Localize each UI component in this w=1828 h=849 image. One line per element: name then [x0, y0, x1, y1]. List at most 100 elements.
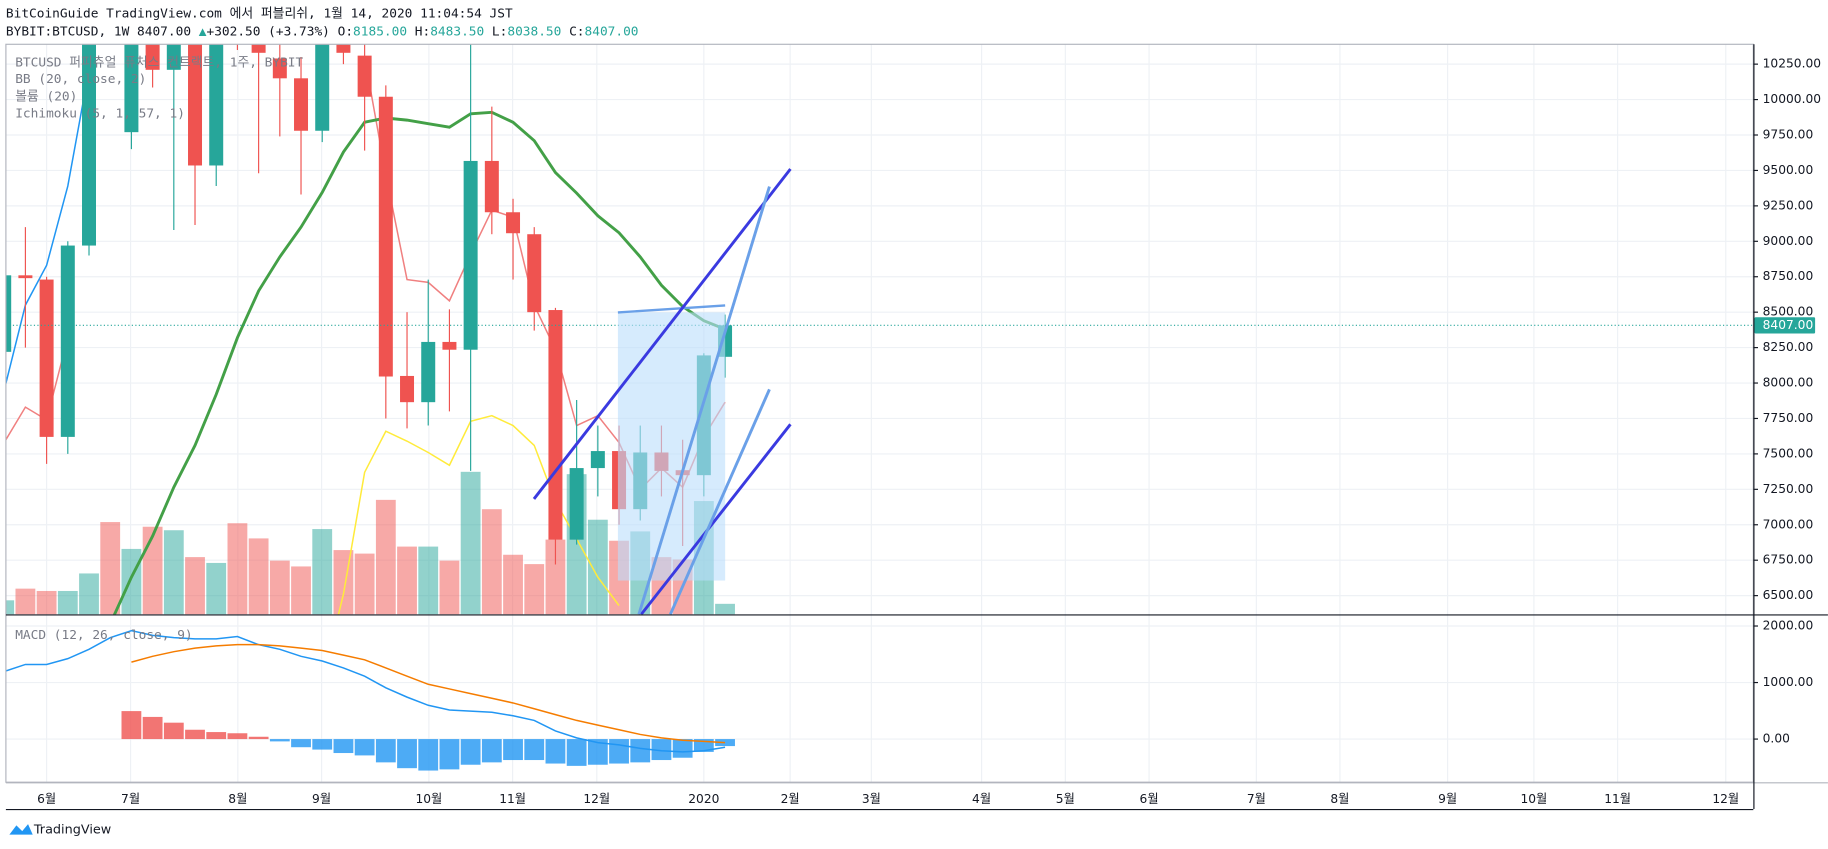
y-tick-label: 8500.00 [1763, 305, 1814, 319]
x-tick-label: 4월 [972, 792, 991, 806]
histogram-bar [566, 739, 587, 766]
x-tick-label: 10월 [415, 792, 442, 806]
y-tick-label: 1000.00 [1763, 675, 1814, 689]
y-tick-label: 2000.00 [1763, 619, 1814, 633]
x-tick-label: 7월 [1247, 792, 1266, 806]
histogram-bar [354, 739, 375, 756]
candle-body [315, 44, 330, 131]
indicator-line [5, 629, 726, 753]
o-label: O: [338, 24, 353, 39]
histogram-bar [587, 739, 608, 765]
histogram-bar [397, 739, 417, 769]
histogram-bar [142, 716, 163, 740]
candle-body [18, 275, 33, 279]
y-tick-label: 9250.00 [1763, 198, 1814, 212]
y-tick-label: 7750.00 [1763, 411, 1814, 425]
volume-bar [248, 538, 269, 615]
header-quote: BYBIT:BTCUSD, 1W 8407.00 ▲+302.50 (+3.73… [6, 24, 639, 39]
candle-body [548, 310, 563, 540]
footer: TradingView [33, 822, 111, 837]
c-label: C: [569, 24, 584, 39]
candle-body [527, 234, 542, 313]
volume-bar [5, 600, 15, 615]
volume-bar [524, 564, 545, 615]
volume-bar [545, 539, 566, 615]
indicator-line [131, 643, 726, 744]
o: 8185.00 [353, 24, 407, 39]
x-tick-label: 11월 [1604, 792, 1631, 806]
volume-bar [121, 548, 142, 615]
candle-body [82, 44, 97, 246]
y-tick-label: 6750.00 [1763, 553, 1814, 567]
y-tick-label: 8750.00 [1763, 269, 1814, 283]
y-tick-label: 8250.00 [1763, 340, 1814, 354]
symbol: BYBIT:BTCUSD, 1W 8407.00 [6, 24, 191, 39]
h: 8483.50 [430, 24, 484, 39]
y-tick-label: 7500.00 [1763, 446, 1814, 460]
candle-body [463, 160, 478, 350]
histogram-bar [609, 739, 629, 764]
y-tick-label: 10000.00 [1763, 92, 1821, 106]
volume-bar [439, 560, 460, 615]
volume-bar [312, 529, 333, 615]
x-tick-label: 12월 [583, 792, 610, 806]
labels: 6월 7월 8월 9월 10월 11월 12월 2020 2월 3월 4월 5월 6월 7월 8월 9월 10월… [37, 57, 1821, 807]
volume-bar [333, 550, 354, 615]
histogram-bar [418, 739, 439, 771]
x-tick-label: 5월 [1056, 792, 1075, 806]
c: 8407.00 [585, 24, 639, 39]
last-price-box [1754, 317, 1816, 334]
histogram-bar [460, 739, 481, 765]
histogram-bar [291, 739, 311, 748]
range-top [617, 304, 726, 314]
legend-volume: 볼륨 (20) [15, 89, 77, 104]
candle-body [39, 279, 54, 437]
legend-symbol: BTCUSD 퍼피츄얼 퓨처스 컨트랙트, 1주, BYBIT [15, 55, 303, 70]
candle-body [421, 341, 436, 403]
histogram-bar [185, 729, 205, 740]
histogram-bar [524, 739, 545, 761]
candle-body [188, 44, 203, 166]
logo [9, 824, 33, 835]
histogram-bar [312, 739, 333, 750]
volume-bar [269, 560, 290, 615]
volume-bar [291, 566, 311, 615]
histogram-bar [227, 733, 248, 740]
volume-bar [503, 554, 523, 615]
candle-body [569, 468, 584, 540]
candle-body [294, 78, 309, 131]
h-label: H: [415, 24, 430, 39]
y-tick-label: 9000.00 [1763, 234, 1814, 248]
x-tick-label: 8월 [228, 792, 247, 806]
candle-body [272, 58, 287, 79]
legend-bb: BB (20, close, 2) [15, 72, 146, 87]
volume-bar [57, 590, 78, 615]
histogram-bar [206, 732, 227, 740]
trend-line [637, 186, 771, 615]
y-tick-label: 9750.00 [1763, 128, 1814, 142]
volume-bar [715, 603, 735, 615]
l: 8038.50 [507, 24, 561, 39]
histogram-bar [630, 739, 651, 763]
y-tick-label: 6500.00 [1763, 588, 1814, 602]
histogram-bar [121, 711, 142, 740]
indicator-line [112, 110, 726, 615]
y-tick-label: 9500.00 [1763, 163, 1814, 177]
x-tick-label: 11월 [499, 792, 526, 806]
histogram-bar [375, 739, 396, 763]
last-price-label: 8407.00 [1763, 318, 1814, 332]
volume-bar [418, 546, 439, 615]
volume-bar [36, 590, 57, 615]
volume-bar [375, 499, 396, 615]
candle-body [442, 341, 457, 350]
x-tick-label: 9월 [1438, 792, 1457, 806]
histogram-bar [481, 739, 502, 763]
volume-bar [142, 526, 163, 615]
x-tick-label: 9월 [312, 792, 331, 806]
candle-body [5, 275, 12, 352]
x-tick-label: 3월 [862, 792, 881, 806]
candle-body [166, 44, 181, 70]
candle-body [124, 44, 139, 133]
